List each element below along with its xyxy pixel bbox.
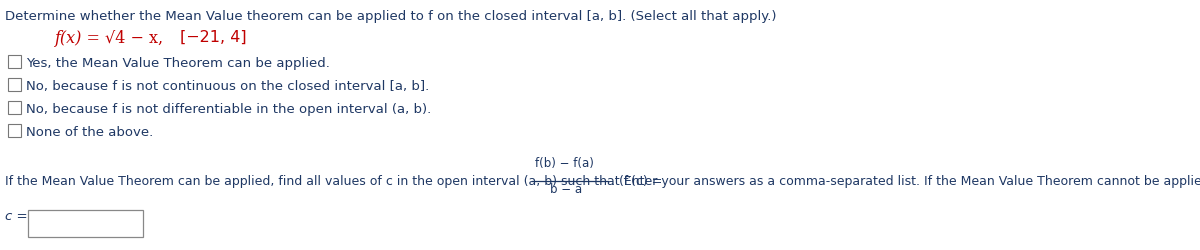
Text: Yes, the Mean Value Theorem can be applied.: Yes, the Mean Value Theorem can be appli… <box>26 57 330 70</box>
Text: c =: c = <box>5 210 28 223</box>
Text: f(b) − f(a): f(b) − f(a) <box>535 157 594 170</box>
Text: Determine whether the Mean Value theorem can be applied to f on the closed inter: Determine whether the Mean Value theorem… <box>5 10 776 23</box>
Text: No, because f is not continuous on the closed interval [a, b].: No, because f is not continuous on the c… <box>26 80 430 93</box>
Text: f(x) =: f(x) = <box>55 30 106 47</box>
Text: [−21, 4]: [−21, 4] <box>180 30 247 45</box>
Text: No, because f is not differentiable in the open interval (a, b).: No, because f is not differentiable in t… <box>26 103 431 116</box>
Text: None of the above.: None of the above. <box>26 126 154 139</box>
Text: b − a: b − a <box>550 183 582 196</box>
Text: √4 − x,: √4 − x, <box>106 30 163 47</box>
Text: . (Enter your answers as a comma-separated list. If the Mean Value Theorem canno: . (Enter your answers as a comma-separat… <box>611 175 1200 188</box>
Text: If the Mean Value Theorem can be applied, find all values of c in the open inter: If the Mean Value Theorem can be applied… <box>5 175 662 188</box>
